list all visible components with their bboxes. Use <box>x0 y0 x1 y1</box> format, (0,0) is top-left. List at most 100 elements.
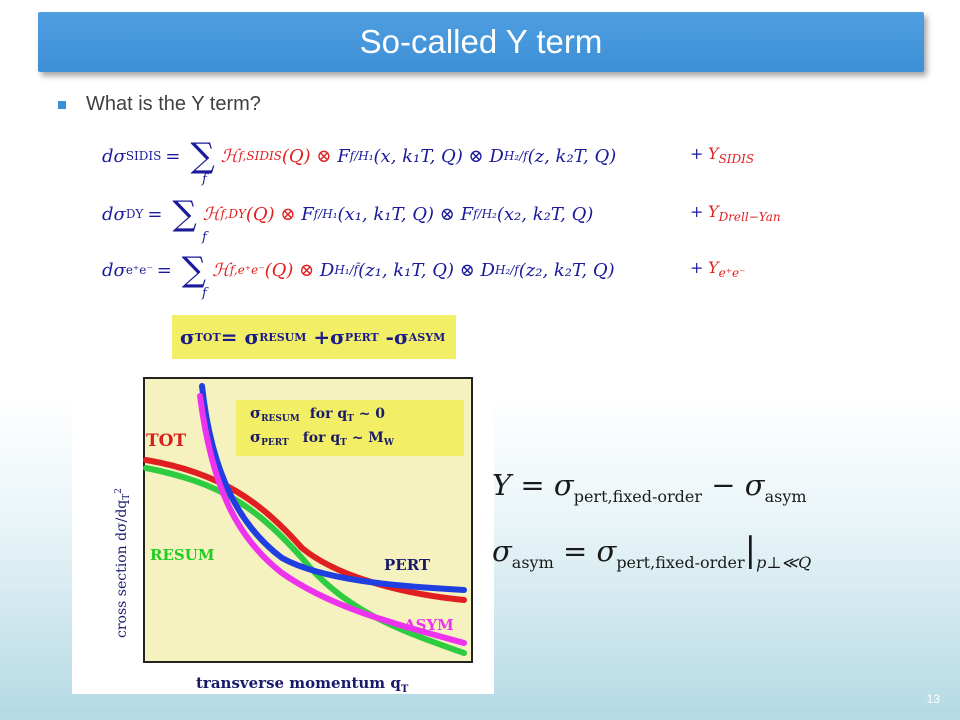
eq-y: Y <box>708 202 719 221</box>
eq-lhs-sub: e⁺e⁻ <box>125 263 153 277</box>
curve-tot <box>143 457 467 603</box>
page-number: 13 <box>926 692 940 706</box>
y-symbol: Y <box>492 468 512 502</box>
eq-y-sub: Drell−Yan <box>718 210 781 225</box>
sigma-symbol: σ <box>492 534 512 568</box>
sigma-sub: ASYM <box>408 330 446 344</box>
eq-f2: D <box>489 145 504 167</box>
eq-hard-arg: (Q) ⊗ <box>245 203 296 225</box>
eq-equals: = <box>165 145 181 167</box>
sigma-symbol: σ <box>393 325 409 349</box>
eq-y-term: YDrell−Yan <box>708 202 781 224</box>
y-axis-label: cross section dσ/dqT2 <box>114 488 132 638</box>
sigma-symbol: σ <box>596 534 617 568</box>
curve-pert <box>199 383 467 593</box>
sigma-sub: PERT <box>344 330 379 344</box>
sigma-symbol: σ <box>180 325 195 349</box>
evaluation-bar: | <box>744 530 757 570</box>
sigma-symbol: σ <box>330 325 345 349</box>
eq-hard-factor: ℋ <box>220 145 239 167</box>
equals: = <box>553 534 597 568</box>
formula-plus: + <box>306 325 331 349</box>
eq-plus: + <box>690 144 704 163</box>
eq-f1: D <box>319 259 335 281</box>
x-axis-label: transverse momentum qT <box>196 674 409 694</box>
sigma-sub: pert,fixed-order <box>616 552 745 572</box>
cross-section-figure: σ TOT = σ RESUM + σ PERT - σ ASYM σRESUM for … <box>72 308 494 694</box>
eq-f1-arg: (x₁, k₁T, Q) ⊗ <box>337 203 455 225</box>
sigma-sub: pert,fixed-order <box>573 486 703 506</box>
sum-index: f <box>202 230 207 245</box>
eq-f1: F <box>337 145 350 167</box>
eq-f2: D <box>480 259 495 281</box>
eq-y-sub: e⁺e⁻ <box>718 266 746 281</box>
eq-lhs: dσ <box>102 203 126 225</box>
eq-f2-arg: (x₂, k₂T, Q) <box>496 203 594 225</box>
eq-f2: F <box>460 203 474 225</box>
eq-hard-sub: f,SIDIS <box>238 149 282 163</box>
label-pert: PERT <box>384 556 431 574</box>
sigma-sub: RESUM <box>259 330 307 344</box>
sum-index: f <box>202 172 207 187</box>
eq-f2-arg: (z, k₂T, Q) <box>527 145 617 167</box>
eq-f1-sub: f/H₁ <box>313 207 338 221</box>
sum-index: f <box>202 286 207 301</box>
eq-hard-arg: (Q) ⊗ <box>281 145 332 167</box>
formula-equals: = <box>220 325 245 349</box>
limit-condition: p⊥≪Q <box>756 552 812 572</box>
label-asym: ASYM <box>403 616 454 634</box>
sigma-symbol: σ <box>244 325 260 349</box>
eq-f2-arg: (z₂, k₂T, Q) <box>518 259 615 281</box>
legend-line-pert: σPERT for qT ~ MW <box>250 428 395 448</box>
eq-hard-factor: ℋ <box>212 259 230 281</box>
sigma-sub: asym <box>511 552 554 572</box>
eq-plus: + <box>690 202 704 221</box>
slide-title: So-called Y term <box>359 23 603 60</box>
eq-y: Y <box>708 258 719 277</box>
legend-box <box>236 400 464 456</box>
eq-f1-sub: H₁/f̄ <box>334 263 359 277</box>
eq-hard-arg: (Q) ⊗ <box>264 259 315 281</box>
minus: − <box>702 468 745 502</box>
eq-equals: = <box>156 259 172 281</box>
eq-f2-sub: f/H₂ <box>473 207 497 221</box>
eq-f1: F <box>301 203 314 225</box>
eq-f1-sub: f/H₁ <box>349 149 374 163</box>
eq-f2-sub: H₂/f <box>494 263 519 277</box>
eq-y-sub: SIDIS <box>718 152 755 167</box>
eq-lhs-sub: DY <box>125 207 144 221</box>
eq-y-term: Ye⁺e⁻ <box>708 258 745 280</box>
cross-section-plot: σRESUM for qT ~ 0 σPERT for qT ~ MW TOT RE… <box>114 377 473 694</box>
sigma-symbol: σ <box>553 468 574 502</box>
eq-lhs: dσ <box>102 145 126 167</box>
sigma-sub: TOT <box>194 330 221 344</box>
curve-asym <box>197 393 467 646</box>
equals: = <box>511 468 554 502</box>
eq-equals: = <box>147 203 163 225</box>
eq-y-term: YSIDIS <box>708 144 754 166</box>
bullet-text: What is the Y term? <box>86 93 261 115</box>
eq-lhs: dσ <box>102 259 126 281</box>
sigma-asym-definition: σasym = σpert,fixed-order|p⊥≪Q <box>492 530 811 572</box>
bullet-square-icon <box>58 100 66 109</box>
eq-f1-arg: (z₁, k₁T, Q) ⊗ <box>358 259 475 281</box>
sum-symbol: ∑ <box>172 194 197 234</box>
y-term-definition: Y = σpert,fixed-order − σasym <box>492 468 807 506</box>
eq-f2-sub: H₂/f <box>503 149 528 163</box>
eq-lhs-sub: SIDIS <box>125 149 162 163</box>
eq-hard-factor: ℋ <box>202 203 221 225</box>
formula-minus: - <box>378 325 394 349</box>
sum-symbol: ∑ <box>181 250 207 290</box>
curve-resum <box>143 465 467 656</box>
sigma-decomposition-formula: σ TOT = σ RESUM + σ PERT - σ ASYM <box>172 315 456 359</box>
sum-symbol: ∑ <box>190 136 215 176</box>
eq-hard-sub: f,e⁺e⁻ <box>229 263 265 277</box>
plot-curves <box>143 383 467 656</box>
eq-y: Y <box>708 144 719 163</box>
sigma-symbol: σ <box>744 468 765 502</box>
eq-plus: + <box>690 258 704 277</box>
